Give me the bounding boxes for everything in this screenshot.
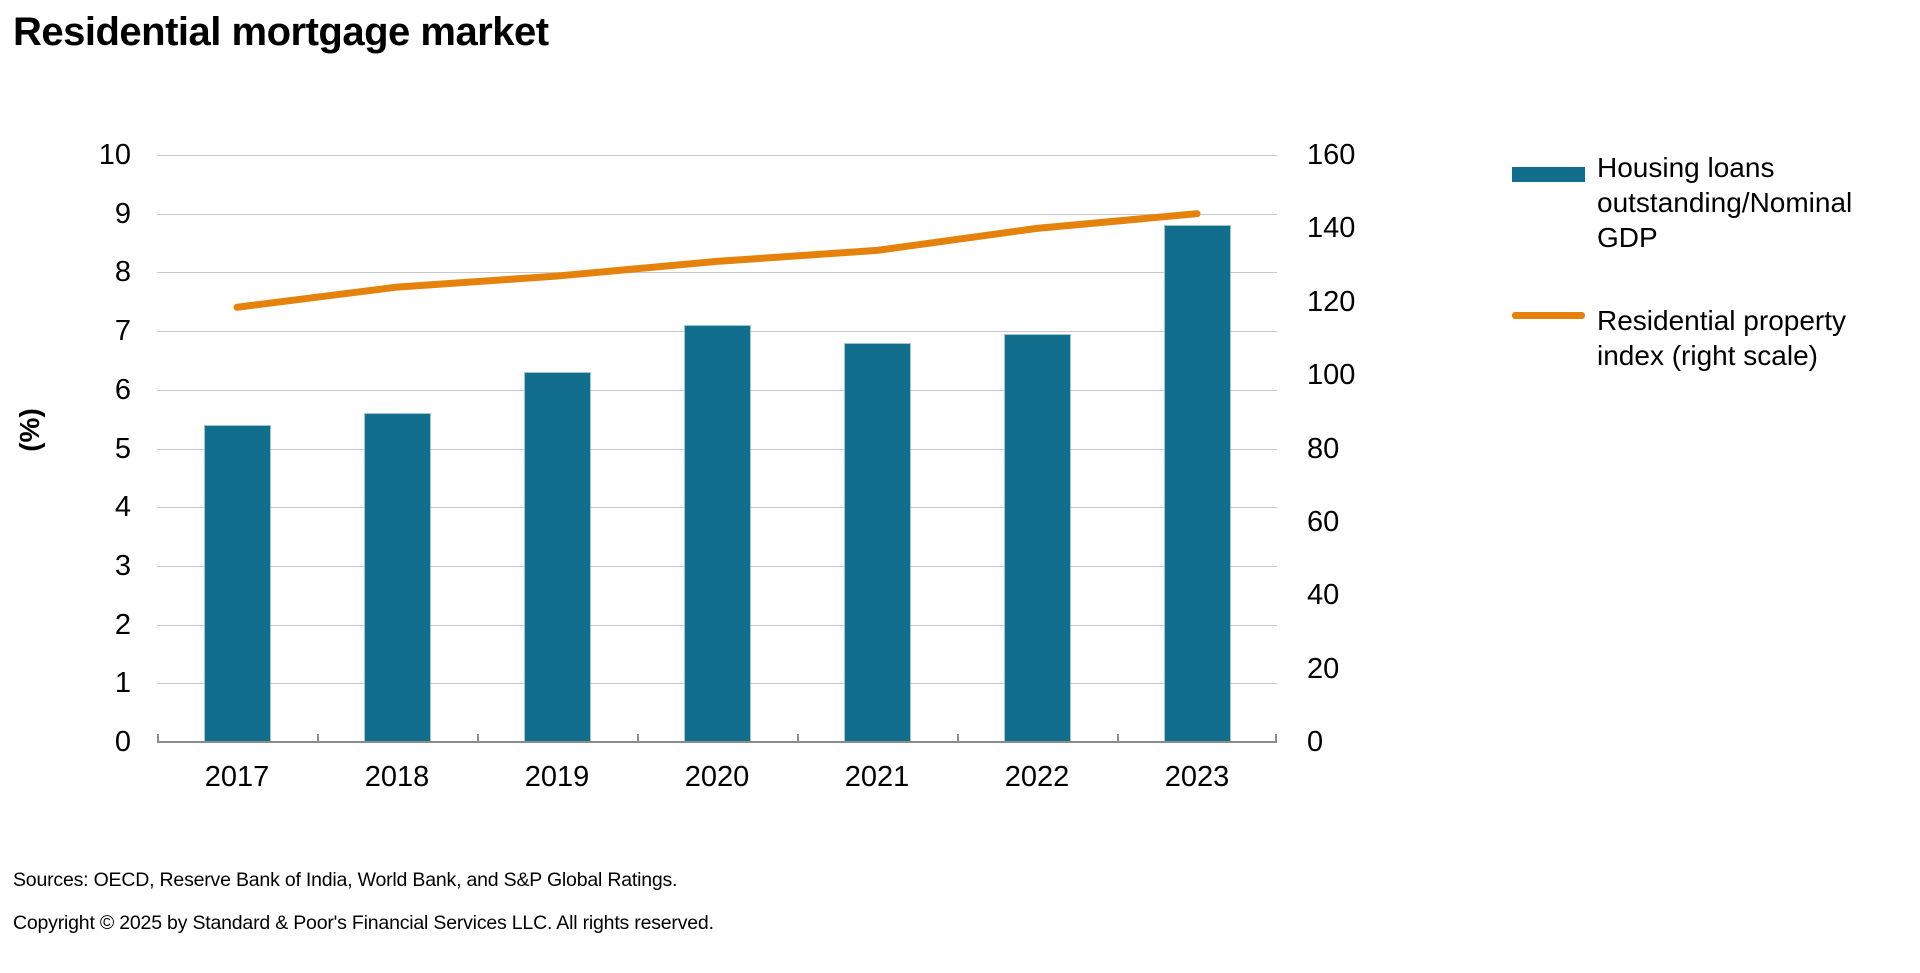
right-axis-tick: 0 [1307,726,1324,758]
legend-label-property-index: Residential property index (right scale) [1597,305,1847,371]
left-axis-title: (%) [14,408,45,452]
right-axis-tick: 120 [1307,285,1356,318]
right-axis-tick: 140 [1307,212,1356,245]
x-axis-label-2022: 2022 [1004,761,1070,793]
x-axis-label-2021: 2021 [844,761,910,793]
chart-title: Residential mortgage market [13,10,549,54]
left-axis-tick: 5 [114,432,131,465]
right-axis-tick: 160 [1307,139,1356,171]
legend-label-housing-loans: Housing loans outstanding/Nominal GDP [1597,152,1853,253]
bar-2023 [1163,225,1231,742]
x-axis-tick [637,734,639,742]
gridline [157,272,1277,274]
plot-area [157,155,1277,743]
left-axis-tick: 2 [114,608,131,641]
property-index-line [233,210,1201,311]
x-axis-label-2023: 2023 [1164,761,1230,793]
gridline [157,155,1277,156]
x-axis-tick [1275,734,1277,742]
bar-2021 [843,342,911,742]
left-axis-tick: 9 [114,197,131,230]
bar-2019 [523,372,591,742]
right-axis-tick: 60 [1307,505,1340,538]
x-axis-tick [157,734,159,742]
x-axis-line [157,741,1277,743]
left-axis-tick: 3 [114,549,131,582]
copyright-note: Copyright © 2025 by Standard & Poor's Fi… [13,912,714,934]
left-axis-tick: 7 [114,315,131,348]
x-axis-tick [477,734,479,742]
left-axis-tick: 0 [114,726,131,758]
left-axis-tick: 1 [114,667,131,700]
bar-2022 [1003,334,1071,742]
left-axis-tick: 10 [98,139,131,171]
bar-2017 [203,425,271,742]
x-axis-label-2017: 2017 [204,761,270,793]
gridline [157,213,1277,215]
bar-2018 [363,413,431,742]
right-axis-tick: 20 [1307,652,1340,685]
x-axis-tick [317,734,319,742]
x-axis-label-2019: 2019 [524,761,590,793]
legend-bar-swatch [1512,167,1585,182]
legend-line-swatch [1512,312,1585,319]
right-axis-tick: 80 [1307,432,1340,465]
sources-note: Sources: OECD, Reserve Bank of India, Wo… [13,869,678,891]
left-axis-tick: 6 [114,373,131,406]
left-axis-tick: 4 [114,491,131,524]
left-axis-tick: 8 [114,256,131,289]
x-axis-label-2020: 2020 [684,761,750,793]
right-axis-tick: 100 [1307,359,1356,392]
x-axis-label-2018: 2018 [364,761,430,793]
x-axis-tick [1117,734,1119,742]
x-axis-tick [797,734,799,742]
bar-2020 [683,325,751,742]
right-axis-tick: 40 [1307,579,1340,612]
x-axis-tick [957,734,959,742]
